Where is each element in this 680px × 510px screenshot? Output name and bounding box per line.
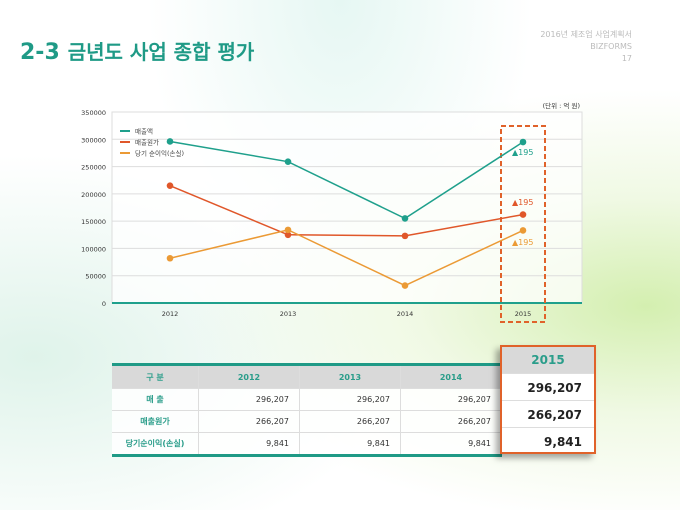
data-point	[401, 215, 409, 222]
cell: 296,207	[299, 388, 401, 411]
legend-label: 당기 순이익(손실)	[135, 149, 184, 158]
plot-area	[111, 111, 583, 304]
y-tick-label: 200000	[81, 191, 106, 199]
title-text: 금년도 사업 종합 평가	[67, 40, 255, 64]
brand: BIZFORMS	[590, 42, 632, 51]
y-tick-label: 50000	[85, 273, 106, 281]
row-label: 당기순이익(손실)	[112, 432, 199, 456]
doc-title: 2016년 제조업 사업계획서	[540, 30, 632, 39]
cell: 296,207	[400, 388, 502, 411]
data-point	[401, 232, 409, 240]
data-point	[401, 282, 409, 289]
x-tick-label: 2014	[397, 310, 414, 318]
header-cell: 2012	[198, 364, 300, 389]
data-point	[284, 158, 292, 165]
table-row: 당기순이익(손실) 9,841 9,841 9,841	[112, 432, 502, 456]
highlight-2015-column: 2015 296,207 266,207 9,841	[500, 345, 596, 454]
highlight-cell: 9,841	[544, 435, 582, 449]
x-tick-label: 2013	[280, 310, 297, 318]
summary-table: 구 분 2012 2013 2014 매 출 296,207 296,207 296,…	[112, 363, 502, 457]
annotation: ▲195	[512, 198, 533, 207]
table-header-row: 구 분 2012 2013 2014	[112, 364, 502, 389]
y-tick-label: 250000	[81, 164, 106, 172]
header-cell: 2014	[400, 364, 502, 389]
y-tick-label: 0	[102, 300, 106, 308]
y-tick-label: 350000	[81, 109, 106, 117]
data-point	[519, 211, 527, 218]
cell: 9,841	[299, 432, 401, 456]
y-tick-label: 100000	[81, 245, 106, 253]
series-line	[169, 140, 524, 220]
page-number: 17	[621, 54, 632, 63]
cell: 266,207	[299, 410, 401, 433]
data-point	[166, 182, 174, 189]
x-tick-label: 2015	[515, 310, 532, 318]
unit-label: (단위 : 억 원)	[543, 101, 580, 110]
cell: 266,207	[198, 410, 300, 433]
page-title: 2-3 금년도 사업 종합 평가	[20, 36, 254, 65]
y-tick-label: 150000	[81, 218, 106, 226]
cell: 266,207	[400, 410, 502, 433]
row-label: 매 출	[112, 388, 199, 411]
cell: 9,841	[198, 432, 300, 456]
row-label: 매출원가	[112, 410, 199, 433]
highlight-cell: 296,207	[502, 374, 594, 401]
data-point	[284, 231, 292, 239]
data-point	[166, 138, 174, 145]
data-point	[519, 138, 527, 146]
highlight-header: 2015	[502, 347, 594, 374]
series-line	[169, 229, 524, 287]
section-number: 2-3	[20, 40, 60, 65]
legend-label: 매출액	[135, 127, 153, 136]
data-point	[166, 254, 174, 262]
annotation: ▲195	[512, 238, 533, 247]
table-row: 매출원가 266,207 266,207 266,207	[112, 410, 502, 433]
cell: 296,207	[198, 388, 300, 411]
data-point	[284, 226, 292, 234]
header-cell: 2013	[299, 364, 401, 389]
data-point	[519, 227, 527, 234]
cell: 9,841	[400, 432, 502, 456]
series-line	[169, 184, 524, 237]
highlight-cell: 266,207	[502, 401, 594, 428]
header-cell: 구 분	[112, 364, 199, 389]
annotation: ▲195	[512, 148, 533, 157]
doc-meta: 2016년 제조업 사업계획서 BIZFORMS 17	[540, 29, 632, 65]
legend-label: 매출원가	[135, 138, 159, 147]
y-tick-label: 300000	[81, 136, 106, 144]
table-row: 매 출 296,207 296,207 296,207	[112, 388, 502, 411]
x-tick-label: 2012	[162, 310, 179, 318]
